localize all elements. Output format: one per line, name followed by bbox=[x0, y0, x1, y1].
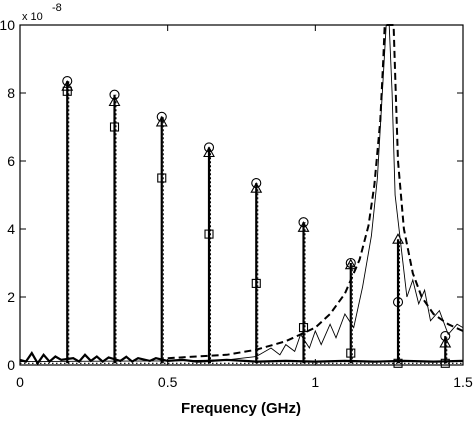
square-marker bbox=[251, 278, 261, 288]
circle-marker bbox=[440, 331, 451, 342]
y-tick-label: 2 bbox=[7, 289, 15, 305]
square-marker bbox=[204, 229, 214, 239]
ticks-layer: 0 0.5 1 1.5 0 2 4 6 8 10 bbox=[0, 17, 473, 390]
x-tick-label: 1 bbox=[311, 374, 319, 390]
circle-marker bbox=[62, 76, 73, 87]
triangle-marker bbox=[439, 336, 452, 348]
stems-layer bbox=[66, 81, 448, 364]
square-marker bbox=[109, 122, 120, 132]
circle-marker bbox=[109, 89, 120, 100]
thin-solid-line bbox=[19, 24, 464, 363]
circle-marker bbox=[251, 178, 262, 189]
x-tick-label: 0.5 bbox=[158, 374, 178, 390]
y-tick-label: 6 bbox=[7, 153, 15, 169]
circle-marker bbox=[298, 217, 309, 228]
y-exponent-power: -8 bbox=[52, 2, 62, 14]
x-tick-label: 0 bbox=[16, 374, 24, 390]
plot-frame bbox=[19, 24, 464, 366]
triangle-marker bbox=[203, 146, 215, 158]
y-tick-label: 8 bbox=[7, 85, 15, 101]
markers-layer bbox=[61, 76, 452, 368]
square-marker bbox=[346, 348, 356, 358]
triangle-marker bbox=[61, 80, 74, 91]
triangle-marker bbox=[155, 115, 168, 127]
square-marker bbox=[393, 358, 403, 368]
y-exponent-base: x 10 bbox=[22, 11, 43, 23]
x-tick-label: 1.5 bbox=[453, 374, 473, 390]
circle-marker bbox=[392, 297, 404, 308]
circle-marker bbox=[203, 142, 215, 153]
circle-marker bbox=[345, 257, 356, 269]
square-marker bbox=[157, 173, 167, 183]
triangle-marker bbox=[108, 95, 121, 107]
triangle-marker bbox=[344, 258, 357, 270]
y-tick-label: 10 bbox=[0, 17, 15, 33]
triangle-marker bbox=[392, 233, 404, 244]
y-tick-label: 4 bbox=[7, 221, 15, 237]
square-marker bbox=[440, 358, 450, 368]
dashed-resonance-line bbox=[167, 24, 464, 360]
curves-layer bbox=[19, 24, 464, 366]
triangle-marker bbox=[250, 182, 263, 193]
x-axis-label: Frequency (GHz) bbox=[181, 400, 301, 417]
square-marker bbox=[298, 323, 309, 333]
square-marker bbox=[62, 86, 72, 96]
triangle-marker bbox=[297, 221, 310, 232]
circle-marker bbox=[156, 111, 167, 122]
y-tick-label: 0 bbox=[7, 357, 15, 373]
